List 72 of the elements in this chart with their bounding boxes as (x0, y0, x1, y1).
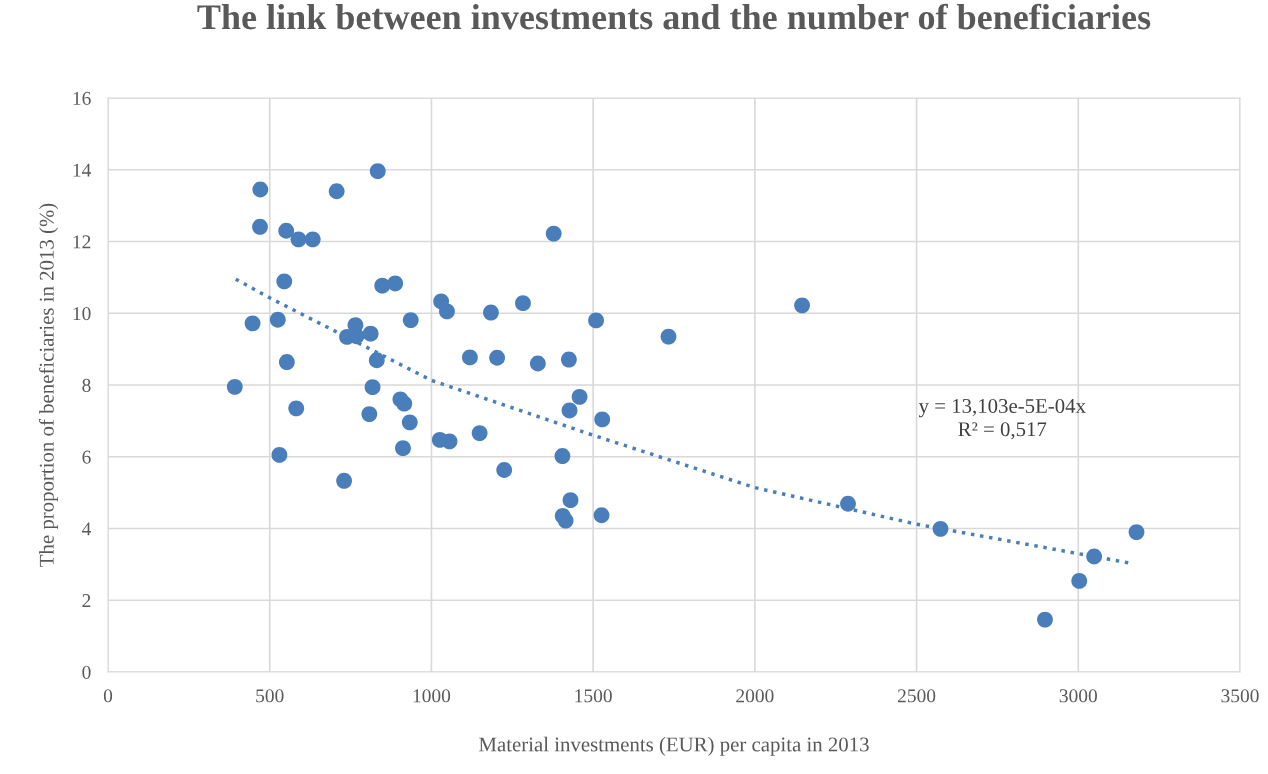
point (278, 354, 295, 370)
point (369, 163, 386, 180)
point (594, 411, 611, 428)
x-tick-label: 0 (103, 689, 113, 703)
point (336, 472, 353, 489)
point (278, 222, 295, 239)
x-tick-label: 1000 (413, 689, 451, 703)
point (304, 231, 321, 248)
x-tick-label: 2500 (897, 689, 936, 703)
point (1128, 524, 1145, 541)
point (588, 312, 604, 329)
y-tick-label: 10 (73, 307, 91, 321)
point (794, 297, 810, 314)
point (387, 275, 404, 292)
y-axis-title: The proportion of beneficiaries in 2013 (%) (38, 203, 58, 567)
point (571, 388, 588, 405)
point (368, 352, 385, 369)
point (529, 355, 546, 372)
point (557, 512, 574, 529)
x-tick-label: 2000 (736, 689, 774, 703)
point (496, 462, 513, 478)
point (396, 395, 413, 412)
x-tick-label: 1500 (575, 689, 612, 703)
point (226, 378, 243, 395)
point (593, 507, 610, 524)
point (561, 402, 578, 419)
point (328, 183, 345, 200)
point (290, 231, 307, 248)
point (545, 225, 562, 242)
y-tick-label: 14 (73, 163, 92, 177)
point (515, 295, 531, 312)
point (362, 325, 379, 342)
y-tick-label: 12 (73, 235, 91, 249)
point (276, 273, 293, 290)
y-tick-label: 6 (82, 450, 91, 464)
y-tick-label: 2 (82, 594, 91, 607)
point (402, 312, 419, 328)
y-tick-label: 8 (82, 378, 91, 392)
x-tick-label: 3500 (1221, 689, 1259, 703)
point (252, 181, 269, 198)
point (660, 328, 677, 345)
y-tick-label: 4 (81, 522, 92, 536)
point (271, 447, 288, 463)
x-tick-label: 3000 (1059, 689, 1097, 703)
point (288, 400, 305, 417)
point (252, 218, 268, 235)
x-tick-label: 500 (256, 689, 284, 703)
point (441, 433, 458, 450)
point (471, 425, 488, 441)
point (401, 414, 418, 431)
point (269, 311, 286, 328)
point (439, 303, 455, 320)
point (1037, 611, 1053, 628)
point (1086, 548, 1103, 565)
point (840, 495, 856, 512)
point (1071, 572, 1088, 589)
y-tick-label: 16 (73, 91, 91, 105)
point (562, 492, 579, 509)
chart-title: The link between investments and the number of beneficiaries (197, 3, 1151, 30)
point (932, 520, 949, 537)
point (489, 349, 505, 366)
point (364, 379, 381, 396)
x-axis-title: Material investments (EUR) per capita in 2013 (479, 736, 869, 756)
point (554, 448, 571, 464)
point (244, 315, 261, 332)
point (462, 349, 478, 366)
point (560, 351, 577, 368)
point (395, 440, 411, 457)
point (483, 304, 499, 321)
annotation: y = 13,103e-5E-04x R² = 0,517 (918, 398, 1086, 440)
y-tick-label: 0 (82, 665, 91, 679)
point (361, 406, 378, 422)
